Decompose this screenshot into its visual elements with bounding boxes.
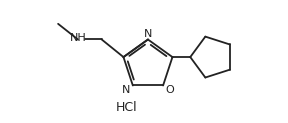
Text: HCl: HCl xyxy=(116,101,138,114)
Text: O: O xyxy=(166,85,175,95)
Text: NH: NH xyxy=(69,33,86,44)
Text: N: N xyxy=(144,29,152,39)
Text: N: N xyxy=(122,85,130,95)
